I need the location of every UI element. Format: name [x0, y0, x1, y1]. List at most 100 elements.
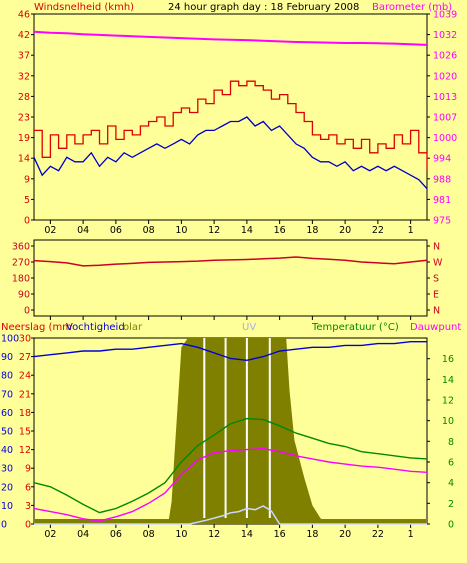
- baro-tick-label: 988: [433, 174, 451, 185]
- graph-title: 24 hour graph day : 18 February 2008: [168, 2, 359, 13]
- x-tick-label: 06: [110, 225, 122, 236]
- compass-tick-label: S: [433, 274, 439, 285]
- direction-tick-label: 270: [12, 258, 30, 269]
- uv-line: [34, 505, 427, 525]
- humidity-line: [33, 341, 427, 362]
- rain-tick-label: 18: [19, 408, 31, 419]
- humidity-tick-label: 50: [1, 427, 13, 438]
- humidity-tick-label: 30: [1, 464, 13, 475]
- temperature-label: Temperatuur (°C): [311, 322, 399, 333]
- direction-panel-frame: [33, 239, 428, 317]
- wind-tick-label: 32: [18, 71, 30, 82]
- x-tick-label: 10: [175, 225, 187, 236]
- rain-tick-label: 0: [25, 520, 31, 531]
- uv-label: UV: [242, 322, 256, 333]
- x-tick-label: 16: [274, 529, 286, 540]
- x-tick-label: 20: [339, 529, 351, 540]
- x-tick-label: 04: [77, 529, 89, 540]
- wind-average-line: [33, 116, 428, 190]
- temperature-tick-label: 4: [448, 478, 454, 489]
- x-tick-label: 08: [143, 225, 155, 236]
- baro-tick-label: 1013: [433, 92, 457, 103]
- x-tick-label: 22: [372, 225, 384, 236]
- rain-tick-label: 15: [19, 427, 31, 438]
- solar-label: olar: [123, 322, 143, 333]
- x-tick-label: 14: [241, 529, 253, 540]
- compass-tick-label: N: [433, 242, 440, 253]
- temperature-tick-label: 16: [442, 354, 454, 365]
- wind-tick-label: 42: [18, 30, 30, 41]
- temperature-tick-label: 12: [442, 396, 454, 407]
- barometer-label: Barometer (mb): [372, 2, 452, 13]
- x-tick-label: 18: [306, 225, 318, 236]
- rain-tick-label: 27: [19, 352, 31, 363]
- baro-tick-label: 1007: [433, 113, 457, 124]
- direction-tick-label: 90: [18, 290, 30, 301]
- baro-tick-label: 1020: [433, 71, 457, 82]
- humidity-tick-label: 10: [1, 501, 13, 512]
- temperature-tick-label: 8: [448, 437, 454, 448]
- humidity-tick-label: 100: [1, 334, 19, 345]
- temperature-tick-label: 14: [442, 375, 454, 386]
- dewpoint-line: [33, 447, 428, 522]
- compass-tick-label: W: [433, 258, 443, 269]
- x-tick-label: 10: [175, 529, 187, 540]
- baro-tick-label: 1000: [433, 133, 457, 144]
- wind-tick-label: 0: [24, 216, 30, 227]
- wind-panel-frame: [33, 13, 428, 221]
- rain-tick-label: 6: [25, 482, 31, 493]
- temperature-tick-label: 0: [448, 520, 454, 531]
- rain-tick-label: 21: [19, 389, 31, 400]
- solar-area: [34, 338, 427, 524]
- x-tick-label: 02: [44, 529, 56, 540]
- temperature-tick-label: 10: [442, 416, 454, 427]
- x-tick-label: 14: [241, 225, 253, 236]
- x-tick-label: 22: [372, 529, 384, 540]
- x-tick-label: 12: [208, 529, 220, 540]
- wind-tick-label: 19: [18, 133, 30, 144]
- wind-speed-label: Windsnelheid (kmh): [34, 2, 134, 13]
- direction-tick-label: 360: [12, 242, 30, 253]
- rain-tick-label: 9: [25, 464, 31, 475]
- baro-tick-label: 1026: [433, 51, 457, 62]
- wind-tick-label: 46: [18, 10, 30, 21]
- wind-tick-label: 5: [24, 195, 30, 206]
- rain-label: Neerslag (mm: [1, 322, 72, 333]
- humidity-tick-label: 20: [1, 482, 13, 493]
- baro-tick-label: 981: [433, 195, 451, 206]
- baro-tick-label: 1039: [433, 10, 457, 21]
- wind-direction-line: [33, 256, 428, 267]
- compass-tick-label: N: [433, 306, 440, 317]
- x-tick-label: 16: [274, 225, 286, 236]
- wind-gust-line: [34, 80, 428, 171]
- humidity-tick-label: 80: [1, 371, 13, 382]
- humidity-tick-label: 90: [1, 352, 13, 363]
- x-tick-label: 08: [143, 529, 155, 540]
- rain-tick-label: 12: [19, 445, 31, 456]
- x-tick-label: 1: [408, 529, 414, 540]
- x-tick-label: 20: [339, 225, 351, 236]
- direction-tick-label: 0: [24, 306, 30, 317]
- temperature-line: [33, 417, 428, 514]
- solar-baseline: [35, 519, 426, 524]
- wind-tick-label: 23: [18, 113, 30, 124]
- x-tick-label: 18: [306, 529, 318, 540]
- dewpoint-label: Dauwpunt: [410, 322, 461, 333]
- x-tick-label: 04: [77, 225, 89, 236]
- x-tick-label: 06: [110, 529, 122, 540]
- x-tick-label: 1: [408, 225, 414, 236]
- barometer-line: [33, 30, 428, 46]
- compass-tick-label: E: [433, 290, 439, 301]
- wind-tick-label: 14: [18, 154, 30, 165]
- baro-tick-label: 994: [433, 154, 451, 165]
- direction-tick-label: 180: [12, 274, 30, 285]
- rain-tick-label: 24: [19, 371, 31, 382]
- humidity-tick-label: 60: [1, 408, 13, 419]
- baro-tick-label: 975: [433, 216, 451, 227]
- temperature-tick-label: 6: [448, 458, 454, 469]
- wind-tick-label: 37: [18, 51, 30, 62]
- temperature-tick-label: 2: [448, 499, 454, 510]
- x-tick-label: 12: [208, 225, 220, 236]
- wind-tick-label: 9: [24, 174, 30, 185]
